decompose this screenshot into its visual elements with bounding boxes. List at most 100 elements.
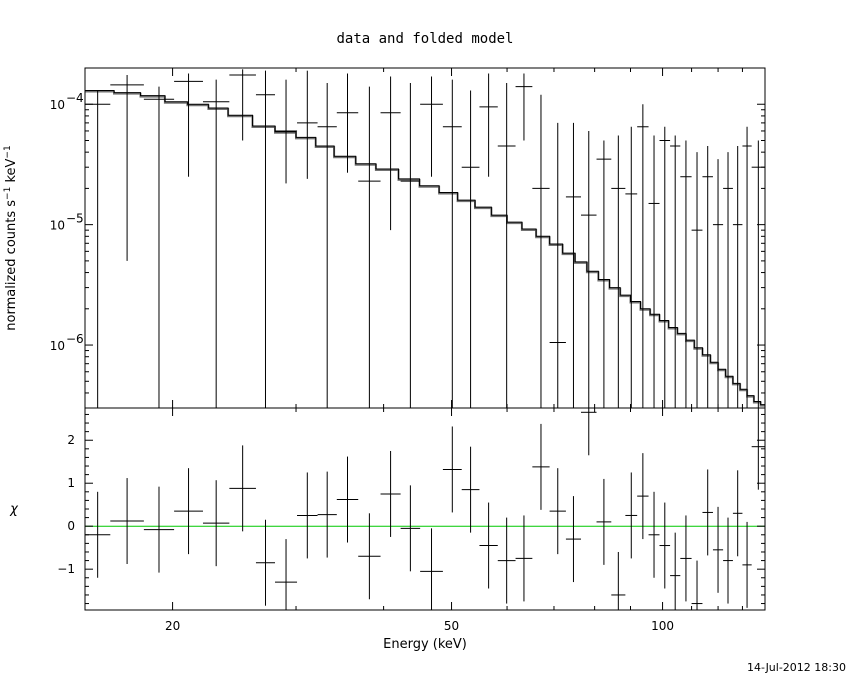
residual-point bbox=[255, 519, 276, 606]
data-point bbox=[581, 130, 597, 408]
residual-point bbox=[515, 515, 533, 602]
chi-tick-label: 0 bbox=[67, 519, 75, 533]
residual-points bbox=[85, 408, 765, 610]
chi-tick-label: 1 bbox=[67, 476, 75, 490]
residual-point bbox=[479, 502, 498, 589]
y-tick-exponent: −4 bbox=[66, 91, 84, 105]
data-point bbox=[110, 74, 144, 261]
bottom-axis-ticks: −1 0 1 2 20 50 100 bbox=[57, 408, 766, 633]
residual-point bbox=[400, 485, 421, 572]
data-point bbox=[625, 126, 638, 408]
residual-point bbox=[297, 472, 318, 559]
data-points bbox=[85, 69, 765, 408]
x-tick-label: 100 bbox=[651, 619, 674, 633]
top-y-axis-label: normalized counts s−1 keV−1 bbox=[3, 145, 19, 330]
data-point bbox=[420, 76, 443, 177]
data-point bbox=[515, 73, 533, 141]
residual-point bbox=[202, 480, 230, 567]
data-point bbox=[358, 86, 381, 408]
chi-tick-label: 2 bbox=[67, 433, 75, 447]
data-point bbox=[317, 83, 337, 408]
residual-point bbox=[497, 517, 516, 604]
residual-point bbox=[712, 506, 724, 593]
y-label-exp-2: −1 bbox=[3, 145, 13, 158]
data-point bbox=[479, 73, 498, 177]
data-point bbox=[751, 140, 765, 408]
data-point bbox=[732, 145, 743, 408]
residual-point bbox=[532, 423, 550, 510]
data-point bbox=[742, 126, 752, 408]
residual-point bbox=[596, 478, 612, 565]
residual-point bbox=[549, 468, 566, 555]
residual-y-axis-label: χ bbox=[9, 502, 19, 517]
residual-point bbox=[625, 472, 638, 559]
residual-point bbox=[317, 471, 337, 558]
data-point bbox=[648, 135, 660, 408]
residual-point bbox=[275, 539, 298, 610]
residual-point bbox=[174, 468, 203, 555]
x-tick-label: 20 bbox=[165, 619, 180, 633]
residual-point bbox=[659, 502, 671, 589]
residual-point bbox=[742, 521, 752, 608]
residual-point bbox=[358, 513, 381, 600]
model-line bbox=[85, 90, 765, 406]
residual-point bbox=[420, 528, 443, 610]
x-tick-label: 50 bbox=[444, 619, 459, 633]
y-label-text: normalized counts s bbox=[4, 200, 19, 331]
residual-frame bbox=[84, 407, 766, 611]
residual-point bbox=[751, 408, 765, 490]
data-point bbox=[611, 135, 626, 408]
data-point bbox=[723, 152, 733, 408]
data-point bbox=[596, 140, 612, 408]
residual-point bbox=[110, 478, 144, 565]
data-point bbox=[174, 73, 203, 177]
residual-panel: −1 0 1 2 20 50 100 bbox=[57, 407, 766, 633]
data-point bbox=[336, 73, 359, 173]
data-point bbox=[380, 76, 401, 231]
chi-tick-label: −1 bbox=[57, 562, 75, 576]
spectrum-frame bbox=[84, 67, 766, 409]
data-point bbox=[691, 152, 703, 408]
y-label-exp-1: −1 bbox=[3, 187, 13, 200]
data-point bbox=[565, 122, 582, 408]
y-tick-exponent: −6 bbox=[66, 332, 84, 346]
residual-point bbox=[85, 491, 111, 578]
data-point bbox=[637, 104, 649, 408]
data-point bbox=[712, 159, 724, 408]
chart-title: data and folded model bbox=[336, 31, 513, 47]
data-point bbox=[532, 94, 550, 408]
model-step-line bbox=[85, 90, 765, 407]
data-point bbox=[497, 83, 516, 408]
residual-point bbox=[143, 486, 175, 573]
x-axis-label: Energy (keV) bbox=[383, 637, 467, 652]
residual-point bbox=[680, 515, 692, 602]
model-line-shadow bbox=[85, 90, 765, 407]
data-point bbox=[670, 135, 681, 408]
data-point bbox=[85, 90, 111, 408]
y-label-units: keV bbox=[4, 158, 19, 182]
residual-point bbox=[723, 517, 733, 604]
data-point bbox=[229, 69, 256, 141]
y-tick-exponent: −5 bbox=[66, 212, 84, 226]
data-point bbox=[461, 90, 480, 408]
residual-point bbox=[637, 453, 649, 540]
data-point bbox=[400, 83, 421, 408]
residual-point bbox=[732, 470, 743, 557]
data-point bbox=[549, 122, 566, 408]
data-point bbox=[143, 86, 175, 408]
residual-point bbox=[229, 445, 256, 532]
data-point bbox=[202, 79, 230, 408]
residual-point bbox=[670, 532, 681, 610]
residual-point bbox=[442, 426, 462, 513]
svg-text:normalized counts s−1 keV−1: normalized counts s−1 keV−1 bbox=[3, 145, 19, 330]
data-point bbox=[680, 140, 692, 408]
residual-point bbox=[702, 469, 713, 556]
y-tick-label: 10 bbox=[50, 219, 65, 233]
data-point bbox=[702, 145, 713, 408]
top-axis-ticks: 10−410−510−6 bbox=[50, 67, 766, 409]
residual-point bbox=[380, 450, 401, 537]
spectrum-panel: 10−410−510−6 bbox=[50, 67, 766, 409]
residual-point bbox=[691, 560, 703, 610]
data-point bbox=[297, 70, 318, 179]
